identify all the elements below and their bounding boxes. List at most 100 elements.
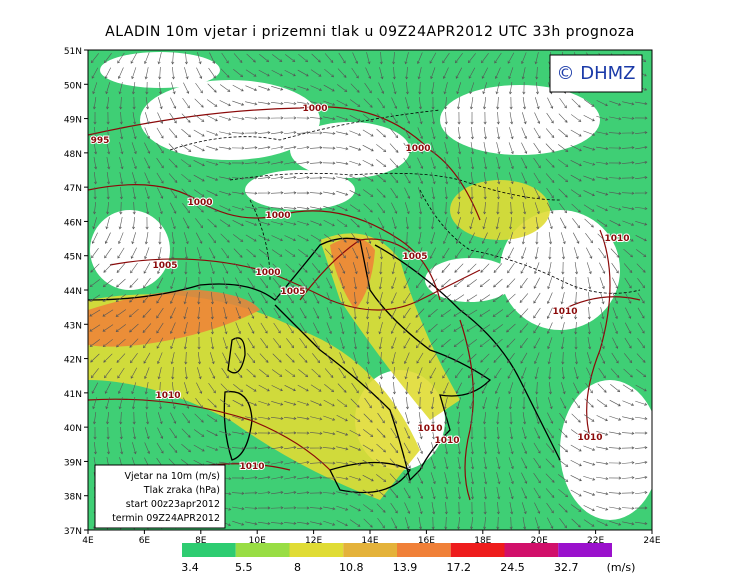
wind-arrow [233, 53, 243, 63]
wind-arrow [273, 338, 282, 349]
wind-arrow [183, 277, 188, 290]
wind-arrow [89, 279, 100, 288]
wind-arrow [158, 217, 163, 230]
wind-arrow [129, 338, 139, 348]
wind-arrow [366, 336, 370, 350]
wind-arrow [91, 67, 99, 79]
wind-arrow [93, 142, 98, 155]
wind-arrow [545, 458, 555, 468]
colorbar-unit: (m/s) [607, 561, 636, 574]
wind-arrow [296, 191, 310, 195]
wind-arrow [574, 291, 578, 305]
wind-arrow [560, 322, 565, 335]
wind-arrow [271, 235, 283, 242]
colorbar-swatch [397, 543, 451, 557]
wind-arrow [270, 506, 284, 510]
wind-arrow [457, 142, 462, 155]
wind-arrow [391, 277, 397, 290]
wind-arrow [610, 368, 620, 378]
wind-arrow [132, 427, 137, 440]
wind-arrow [522, 202, 527, 215]
wind-arrow [206, 115, 218, 122]
wind-arrow [429, 247, 437, 259]
wind-arrow [193, 189, 205, 197]
wind-arrow [583, 130, 596, 136]
wind-arrow [443, 217, 448, 230]
wind-arrow [509, 201, 513, 215]
wind-arrow [181, 144, 192, 152]
wind-arrow [391, 97, 398, 109]
wind-arrow [634, 506, 648, 510]
wind-arrow [349, 460, 362, 466]
wind-arrow [444, 501, 448, 515]
wind-arrow [533, 472, 541, 484]
wind-arrow [349, 490, 362, 496]
wind-arrow [586, 247, 593, 259]
wind-arrow [444, 426, 448, 440]
wind-arrow [610, 384, 621, 393]
wind-arrow [612, 307, 618, 320]
wind-arrow [362, 129, 374, 137]
wind-arrow [193, 129, 205, 137]
wind-arrow [508, 157, 514, 170]
wind-arrow [91, 247, 99, 259]
wind-arrow [235, 307, 241, 320]
wind-arrow [509, 487, 514, 500]
wind-arrow [323, 116, 336, 121]
wind-arrow [89, 339, 100, 347]
wind-arrow [219, 84, 231, 92]
wind-arrow [336, 446, 349, 451]
wind-arrow [479, 294, 491, 302]
wind-arrow [379, 366, 383, 380]
wind-arrow [545, 488, 555, 498]
wind-arrow [258, 85, 271, 91]
wind-arrow [496, 411, 500, 425]
wind-arrow [105, 412, 110, 425]
wind-arrow [522, 517, 527, 530]
wind-arrow [145, 396, 149, 410]
wind-arrow [170, 262, 175, 275]
map-area [88, 50, 652, 530]
wind-arrow [156, 157, 164, 169]
wind-arrow [258, 460, 271, 465]
wind-arrow [495, 217, 500, 230]
wind-arrow [297, 69, 309, 77]
wind-arrow [635, 491, 648, 495]
wind-arrow [428, 293, 438, 303]
wind-arrow [143, 352, 151, 364]
wind-arrow [184, 261, 188, 275]
wind-arrow [366, 291, 370, 305]
wind-arrow [210, 337, 215, 350]
wind-arrow [376, 474, 387, 483]
wind-arrow [457, 442, 462, 455]
wind-arrow [376, 443, 386, 453]
wind-arrow [115, 294, 126, 302]
wind-arrow [507, 52, 515, 64]
wind-arrow [624, 277, 632, 289]
wind-arrow [336, 505, 349, 511]
wind-arrow [197, 52, 202, 65]
wind-arrow [456, 97, 461, 110]
wind-arrow [574, 352, 579, 365]
wind-arrow [482, 217, 487, 230]
wind-arrow [483, 472, 488, 485]
wind-arrow [209, 247, 216, 259]
wind-arrow [349, 130, 362, 136]
wind-arrow [106, 186, 110, 200]
wind-arrow [622, 101, 635, 106]
wind-arrow [608, 161, 622, 165]
wind-arrow [325, 352, 333, 364]
wind-arrow [219, 415, 231, 422]
wind-arrow [235, 322, 241, 335]
wind-arrow [222, 262, 229, 274]
wind-arrow [635, 206, 648, 211]
wind-arrow [336, 491, 349, 496]
wind-arrow [89, 294, 101, 302]
wind-arrow [431, 411, 435, 425]
wind-arrow [608, 131, 622, 135]
wind-arrow [244, 506, 258, 510]
isobar-label: 1010 [434, 436, 459, 446]
wind-arrow [260, 278, 268, 289]
wind-arrow [508, 82, 513, 95]
lon-label: 8E [195, 536, 207, 546]
